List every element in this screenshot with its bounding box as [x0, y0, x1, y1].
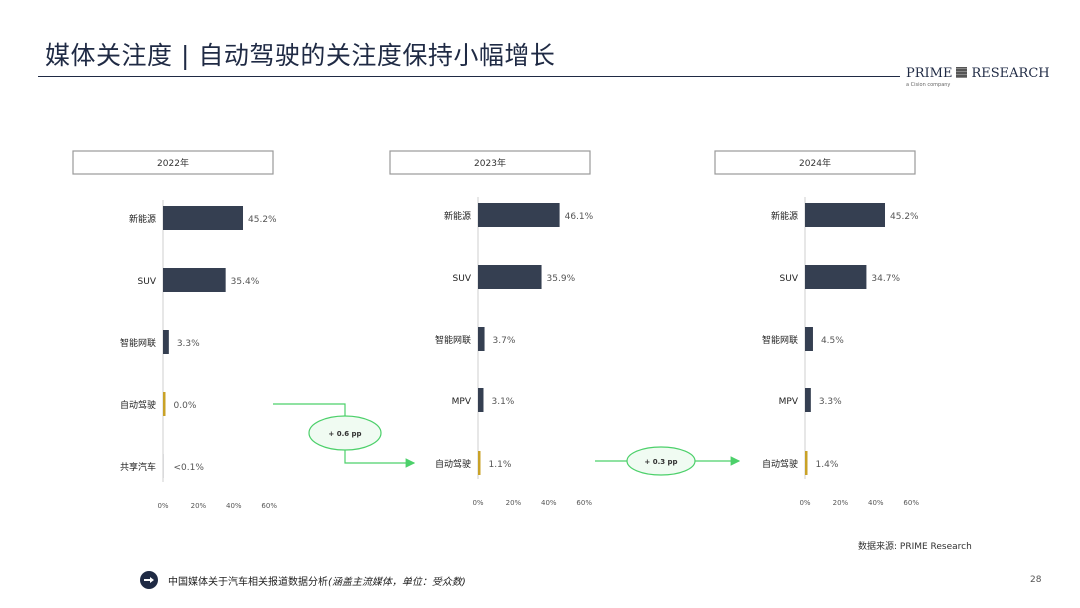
value-label: 35.4% [231, 277, 260, 287]
chart-title-box [714, 150, 916, 175]
x-tick-label: 20% [191, 502, 207, 510]
x-tick-label: 60% [261, 502, 277, 510]
category-label: MPV [452, 397, 472, 407]
x-tick-label: 0% [799, 499, 810, 507]
bar [163, 206, 244, 230]
x-tick-label: 40% [541, 499, 557, 507]
x-tick-label: 0% [472, 499, 483, 507]
category-label: 智能网联 [120, 337, 156, 349]
footer-text: 中国媒体关于汽车相关报道数据分析(涵盖主流媒体，单位：受众数) [168, 573, 466, 588]
logo-word-research: RESEARCH [971, 66, 1050, 81]
category-label: SUV [453, 274, 472, 284]
bar [478, 265, 542, 289]
footer-description: 中国媒体关于汽车相关报道数据分析 [168, 577, 328, 588]
prime-research-logo: PRIME RESEARCH a Cision company [906, 66, 1051, 90]
category-label: 共享汽车 [120, 461, 156, 473]
value-label: 0.0% [174, 401, 197, 411]
change-badge-label: + 0.3 pp [644, 458, 677, 466]
category-label: 智能网联 [762, 334, 798, 346]
change-badge-label: + 0.6 pp [328, 430, 361, 438]
x-tick-label: 60% [903, 499, 919, 507]
bar [163, 392, 166, 416]
category-label: 新能源 [444, 210, 471, 222]
value-label: 1.4% [816, 460, 839, 470]
bar [478, 203, 560, 227]
bar [163, 268, 226, 292]
bar [478, 388, 484, 412]
value-label: 1.1% [489, 460, 512, 470]
category-label: 自动驾驶 [120, 399, 156, 411]
x-tick-label: 60% [576, 499, 592, 507]
chart-title: 2022年 [157, 157, 189, 169]
page-number: 28 [1030, 575, 1042, 585]
value-label: 3.1% [491, 397, 514, 407]
logo-word-prime: PRIME [906, 66, 953, 81]
value-label: 45.2% [248, 215, 277, 225]
bar [805, 265, 867, 289]
value-label: 3.3% [819, 397, 842, 407]
x-tick-label: 20% [833, 499, 849, 507]
value-label: 4.5% [821, 336, 844, 346]
bar [805, 327, 813, 351]
category-label: 新能源 [129, 213, 156, 225]
x-tick-label: 40% [226, 502, 242, 510]
category-label: 自动驾驶 [435, 458, 471, 470]
logo-subtitle: a Cision company [906, 82, 951, 88]
page-title: 媒体关注度 | 自动驾驶的关注度保持小幅增长 [45, 41, 556, 70]
category-label: SUV [780, 274, 799, 284]
change-badge [626, 446, 696, 476]
footer-hand-icon [140, 571, 158, 589]
bar [805, 388, 811, 412]
bar [163, 330, 169, 354]
value-label: 45.2% [890, 212, 919, 222]
x-tick-label: 20% [506, 499, 522, 507]
change-badge [308, 415, 382, 451]
title-divider [38, 76, 900, 77]
category-label: 自动驾驶 [762, 458, 798, 470]
value-label: 35.9% [547, 274, 576, 284]
bar [478, 327, 485, 351]
value-label: 46.1% [565, 212, 594, 222]
bar [805, 451, 808, 475]
category-label: 智能网联 [435, 334, 471, 346]
category-label: 新能源 [771, 210, 798, 222]
logo-mark-icon [956, 67, 968, 78]
chart-title-box [72, 150, 274, 175]
x-tick-label: 40% [868, 499, 884, 507]
chart-title: 2023年 [474, 157, 506, 169]
chart-title-box [389, 150, 591, 175]
data-source: 数据来源: PRIME Research [858, 542, 972, 552]
value-label: 3.3% [177, 339, 200, 349]
category-label: MPV [779, 397, 799, 407]
value-label: 3.7% [493, 336, 516, 346]
category-label: SUV [138, 277, 157, 287]
chart-title: 2024年 [799, 157, 831, 169]
bar [478, 451, 481, 475]
value-label: 34.7% [871, 274, 900, 284]
footer-note: (涵盖主流媒体，单位：受众数) [328, 577, 466, 588]
value-label: <0.1% [174, 463, 205, 473]
x-tick-label: 0% [157, 502, 168, 510]
bar [805, 203, 886, 227]
